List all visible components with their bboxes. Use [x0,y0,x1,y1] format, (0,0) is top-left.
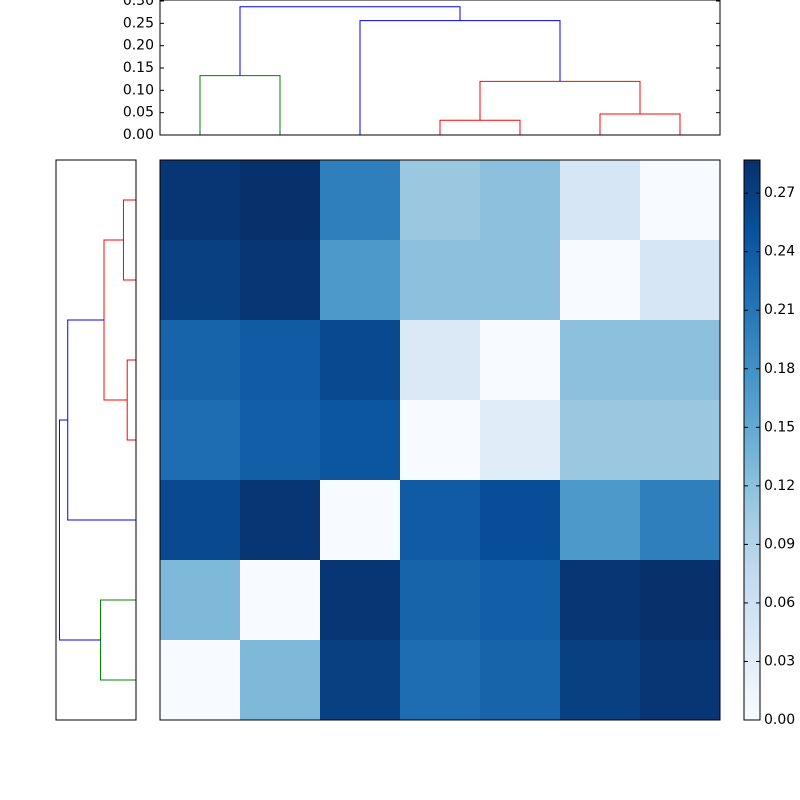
heatmap-cell [160,480,241,561]
heatmap-cell [560,320,641,401]
heatmap-cell [640,320,721,401]
heatmap-cell [320,320,401,401]
heatmap-cell [320,240,401,321]
heatmap-cell [160,560,241,641]
heatmap-cell [640,160,721,241]
heatmap-cell [480,640,561,721]
heatmap-cell [400,320,481,401]
y-tick-label: 0.25 [123,15,154,31]
heatmap-cell [560,240,641,321]
heatmap-cell [640,400,721,481]
heatmap-cell [320,400,401,481]
heatmap-cell [640,640,721,721]
y-tick-label: 0.20 [123,38,154,54]
y-tick-label: 0.15 [123,60,154,76]
colorbar [743,159,761,721]
heatmap-cell [160,320,241,401]
heatmap-cell [320,480,401,561]
dendrogram-link [122,199,136,281]
heatmap-cell [240,640,321,721]
heatmap-frame [159,159,721,721]
heatmap-cell [480,560,561,641]
colorbar-tick-label: 0.06 [764,595,795,611]
heatmap-cell [480,480,561,561]
left-dendrogram-frame [55,159,137,721]
y-tick-label: 0.00 [123,127,154,143]
dendrogram-link [58,419,101,641]
heatmap-cell [400,640,481,721]
heatmap-cell [320,640,401,721]
heatmap-cell [640,240,721,321]
dendrogram-link [67,319,136,521]
heatmap-cell [480,160,561,241]
heatmap-cell [560,160,641,241]
heatmap-cell [320,560,401,641]
heatmap-cell [400,160,481,241]
colorbar-tick-label: 0.15 [764,419,795,435]
y-tick-label: 0.10 [123,82,154,98]
heatmap-cell [320,160,401,241]
heatmap-cell [240,240,321,321]
colorbar-tick-label: 0.03 [764,653,795,669]
dendrogram-link [126,359,136,441]
heatmap-cell [240,560,321,641]
heatmap-cell [640,480,721,561]
heatmap-cell [480,400,561,481]
y-tick-label: 0.05 [123,105,154,121]
heatmap-cell [480,320,561,401]
heatmap-cell [160,240,241,321]
heatmap-cell [240,480,321,561]
heatmap-cell [400,480,481,561]
heatmap-cell [560,640,641,721]
heatmap-cell [480,240,561,321]
dendrogram-link [439,119,521,135]
heatmap-cell [240,400,321,481]
colorbar-tick-label: 0.18 [764,361,795,377]
heatmap-cell [640,560,721,641]
dendrogram-link [359,20,561,135]
heatmap-cell [160,640,241,721]
colorbar-tick-label: 0.00 [764,712,795,728]
heatmap-cell [560,560,641,641]
dendrogram-link [239,6,461,76]
dendrogram-link [199,75,281,135]
heatmap-cell [400,400,481,481]
colorbar-tick-label: 0.24 [764,244,795,260]
colorbar-tick-label: 0.12 [764,478,795,494]
heatmap-cell [160,400,241,481]
heatmap-cell [240,160,321,241]
dendrogram-link [599,113,681,135]
y-tick-label: 0.30 [123,0,154,9]
heatmap-cell [240,320,321,401]
heatmap-cell [560,400,641,481]
heatmap-cell [160,160,241,241]
heatmap-cell [560,480,641,561]
heatmap-cell [400,560,481,641]
colorbar-tick-label: 0.21 [764,302,795,318]
colorbar-tick-label: 0.27 [764,185,795,201]
dendrogram-link [100,599,136,681]
heatmap-cell [400,240,481,321]
colorbar-tick-label: 0.09 [764,536,795,552]
